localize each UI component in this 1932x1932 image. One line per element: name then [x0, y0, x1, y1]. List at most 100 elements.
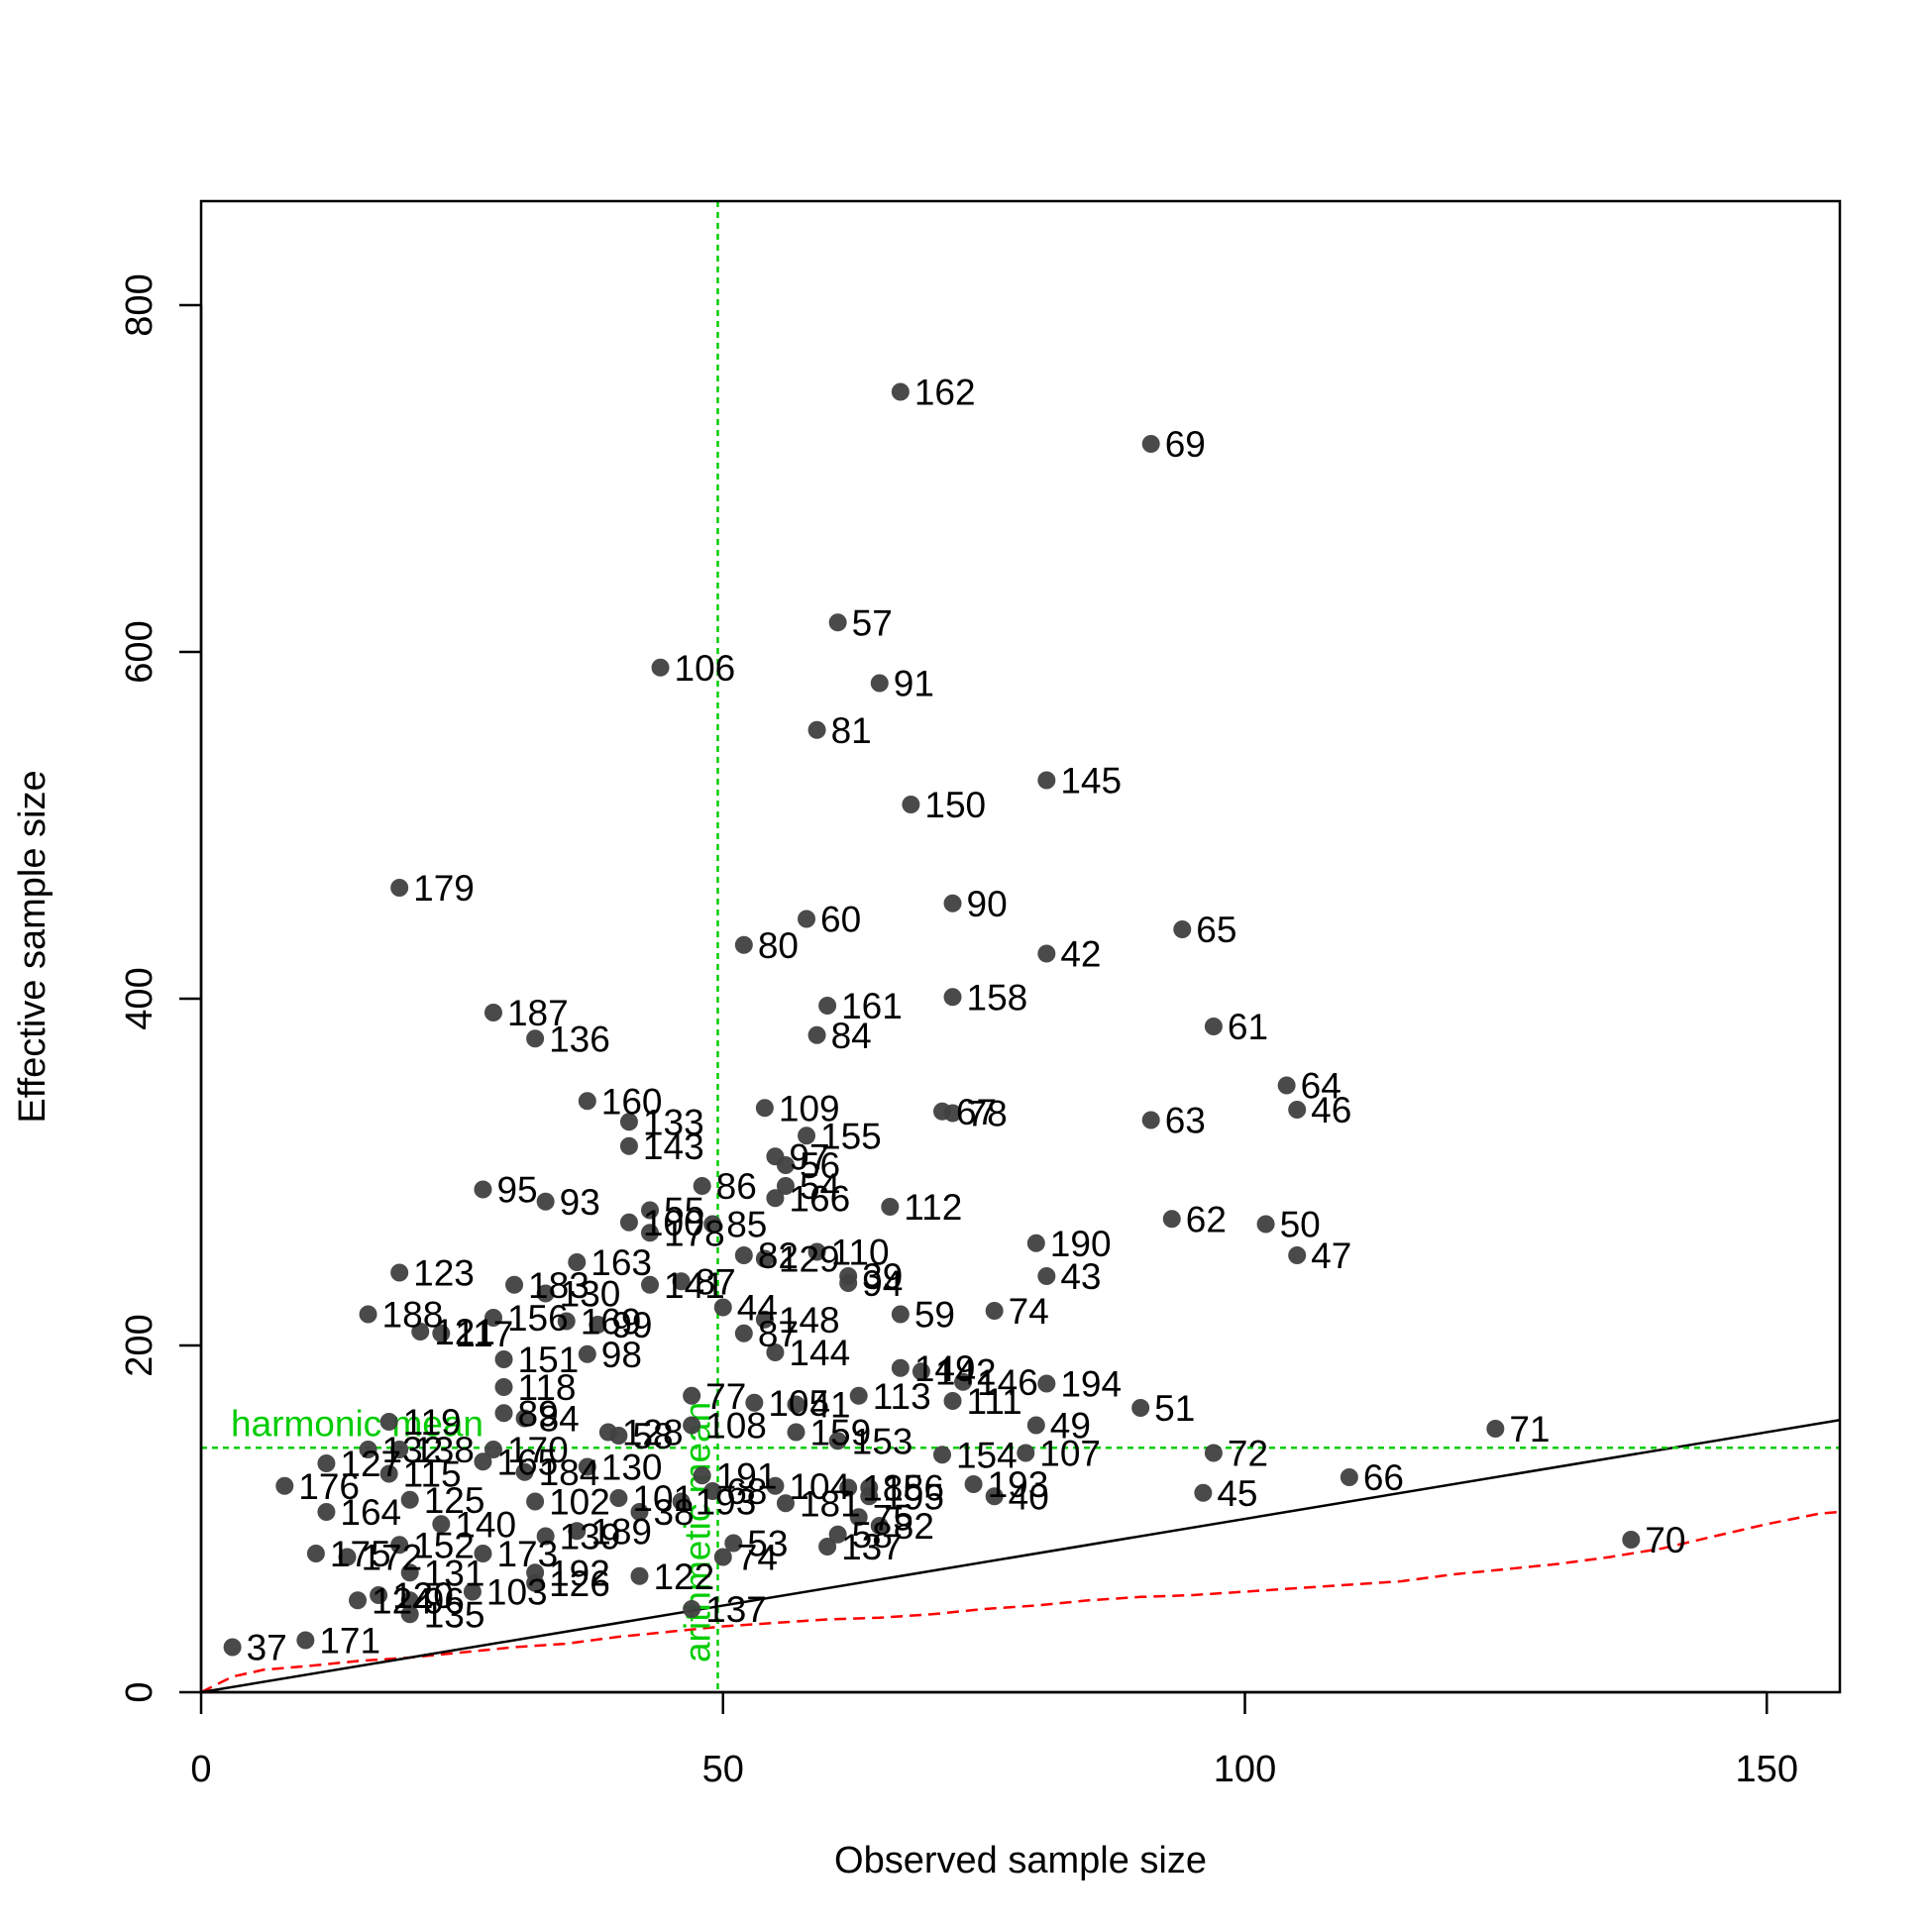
data-point — [474, 1452, 492, 1471]
point-label: 193 — [988, 1464, 1049, 1505]
data-point — [849, 1508, 868, 1527]
data-point — [860, 1487, 879, 1506]
point-label: 145 — [1060, 761, 1122, 802]
data-point — [1194, 1483, 1213, 1502]
x-axis-title: Observed sample size — [834, 1840, 1207, 1881]
point-label: 82 — [894, 1506, 934, 1547]
point-label: 70 — [1645, 1520, 1685, 1560]
point-label: 160 — [601, 1081, 663, 1122]
point-label: 193 — [696, 1482, 757, 1523]
y-tick-label: 600 — [119, 620, 161, 683]
point-label: 172 — [361, 1538, 422, 1578]
point-label: 164 — [340, 1492, 401, 1533]
data-point — [483, 1441, 502, 1458]
point-label: 127 — [340, 1444, 401, 1484]
data-point — [734, 935, 753, 954]
point-label: 51 — [1154, 1388, 1195, 1429]
data-point — [954, 1372, 973, 1391]
point-label: 124 — [372, 1580, 433, 1621]
point-label: 42 — [1060, 934, 1101, 975]
data-point — [557, 1312, 576, 1331]
point-label: 139 — [560, 1517, 621, 1557]
data-point — [411, 1323, 430, 1341]
point-label: 152 — [413, 1525, 475, 1565]
data-point — [359, 1441, 377, 1458]
data-point — [568, 1253, 587, 1271]
point-label: 176 — [298, 1466, 360, 1507]
data-point — [379, 1413, 398, 1431]
data-point — [1131, 1399, 1150, 1417]
data-point — [619, 1113, 638, 1131]
x-tick-label: 0 — [190, 1749, 211, 1790]
data-point — [1288, 1101, 1307, 1119]
y-tick-label: 0 — [119, 1681, 161, 1702]
point-label: 117 — [455, 1314, 513, 1354]
data-point — [672, 1492, 691, 1511]
point-label: 90 — [967, 884, 1008, 924]
point-label: 91 — [894, 664, 934, 704]
point-label: 141 — [664, 1265, 725, 1306]
points-layer — [223, 382, 1641, 1657]
point-label: 61 — [1228, 1007, 1268, 1047]
data-point — [766, 1189, 785, 1208]
point-label: 97 — [789, 1136, 829, 1177]
data-point — [683, 1600, 701, 1618]
point-label: 118 — [518, 1367, 577, 1408]
data-point — [379, 1464, 398, 1483]
point-label: 151 — [518, 1340, 580, 1380]
data-point — [881, 1198, 900, 1216]
data-point — [1141, 1111, 1160, 1129]
data-point — [807, 1025, 826, 1044]
data-point — [568, 1522, 587, 1541]
data-point — [839, 1478, 858, 1497]
point-label: 50 — [1280, 1205, 1321, 1245]
data-point — [1173, 920, 1192, 938]
data-point — [432, 1515, 451, 1534]
point-label: 65 — [1196, 910, 1236, 950]
data-point — [1622, 1531, 1641, 1549]
point-label: 128 — [622, 1413, 684, 1453]
point-label: 41 — [809, 1385, 850, 1426]
point-label: 94 — [862, 1263, 903, 1304]
point-label: 54 — [800, 1166, 840, 1207]
data-point — [787, 1395, 805, 1414]
point-label: 81 — [831, 710, 872, 751]
point-label: 142 — [935, 1351, 997, 1392]
data-point — [400, 1591, 419, 1610]
data-point — [818, 1538, 837, 1556]
point-label: 113 — [873, 1376, 931, 1417]
point-label: 192 — [549, 1553, 610, 1593]
y-tick-label: 800 — [119, 273, 161, 336]
point-label: 55 — [664, 1191, 704, 1232]
data-point — [1277, 1076, 1296, 1095]
point-label: 53 — [747, 1524, 788, 1564]
point-label: 149 — [914, 1348, 976, 1389]
data-point — [912, 1362, 930, 1381]
point-label: 188 — [382, 1295, 444, 1336]
data-point — [609, 1489, 628, 1507]
point-label: 171 — [319, 1621, 380, 1662]
data-point — [870, 1517, 889, 1535]
data-point — [1256, 1215, 1275, 1234]
point-label: 189 — [590, 1511, 652, 1552]
harmonic-mean-label: harmonic mean — [231, 1403, 483, 1444]
point-label: 126 — [549, 1563, 610, 1604]
data-point — [505, 1275, 524, 1294]
point-label: 173 — [496, 1534, 558, 1574]
data-point — [724, 1534, 743, 1553]
point-label: 64 — [1301, 1066, 1342, 1107]
data-point — [400, 1605, 419, 1624]
data-point — [870, 674, 889, 693]
data-point — [400, 1490, 419, 1509]
point-label: 137 — [705, 1589, 767, 1630]
data-point — [932, 1446, 951, 1464]
point-label: 60 — [820, 900, 861, 940]
point-label: 191 — [716, 1455, 778, 1496]
data-point — [703, 1482, 722, 1500]
point-label: 123 — [413, 1253, 475, 1294]
data-point — [390, 1263, 409, 1282]
point-label: 77 — [705, 1376, 746, 1417]
data-point — [776, 1177, 795, 1195]
data-point — [630, 1503, 649, 1521]
point-label: 100 — [643, 1203, 704, 1243]
